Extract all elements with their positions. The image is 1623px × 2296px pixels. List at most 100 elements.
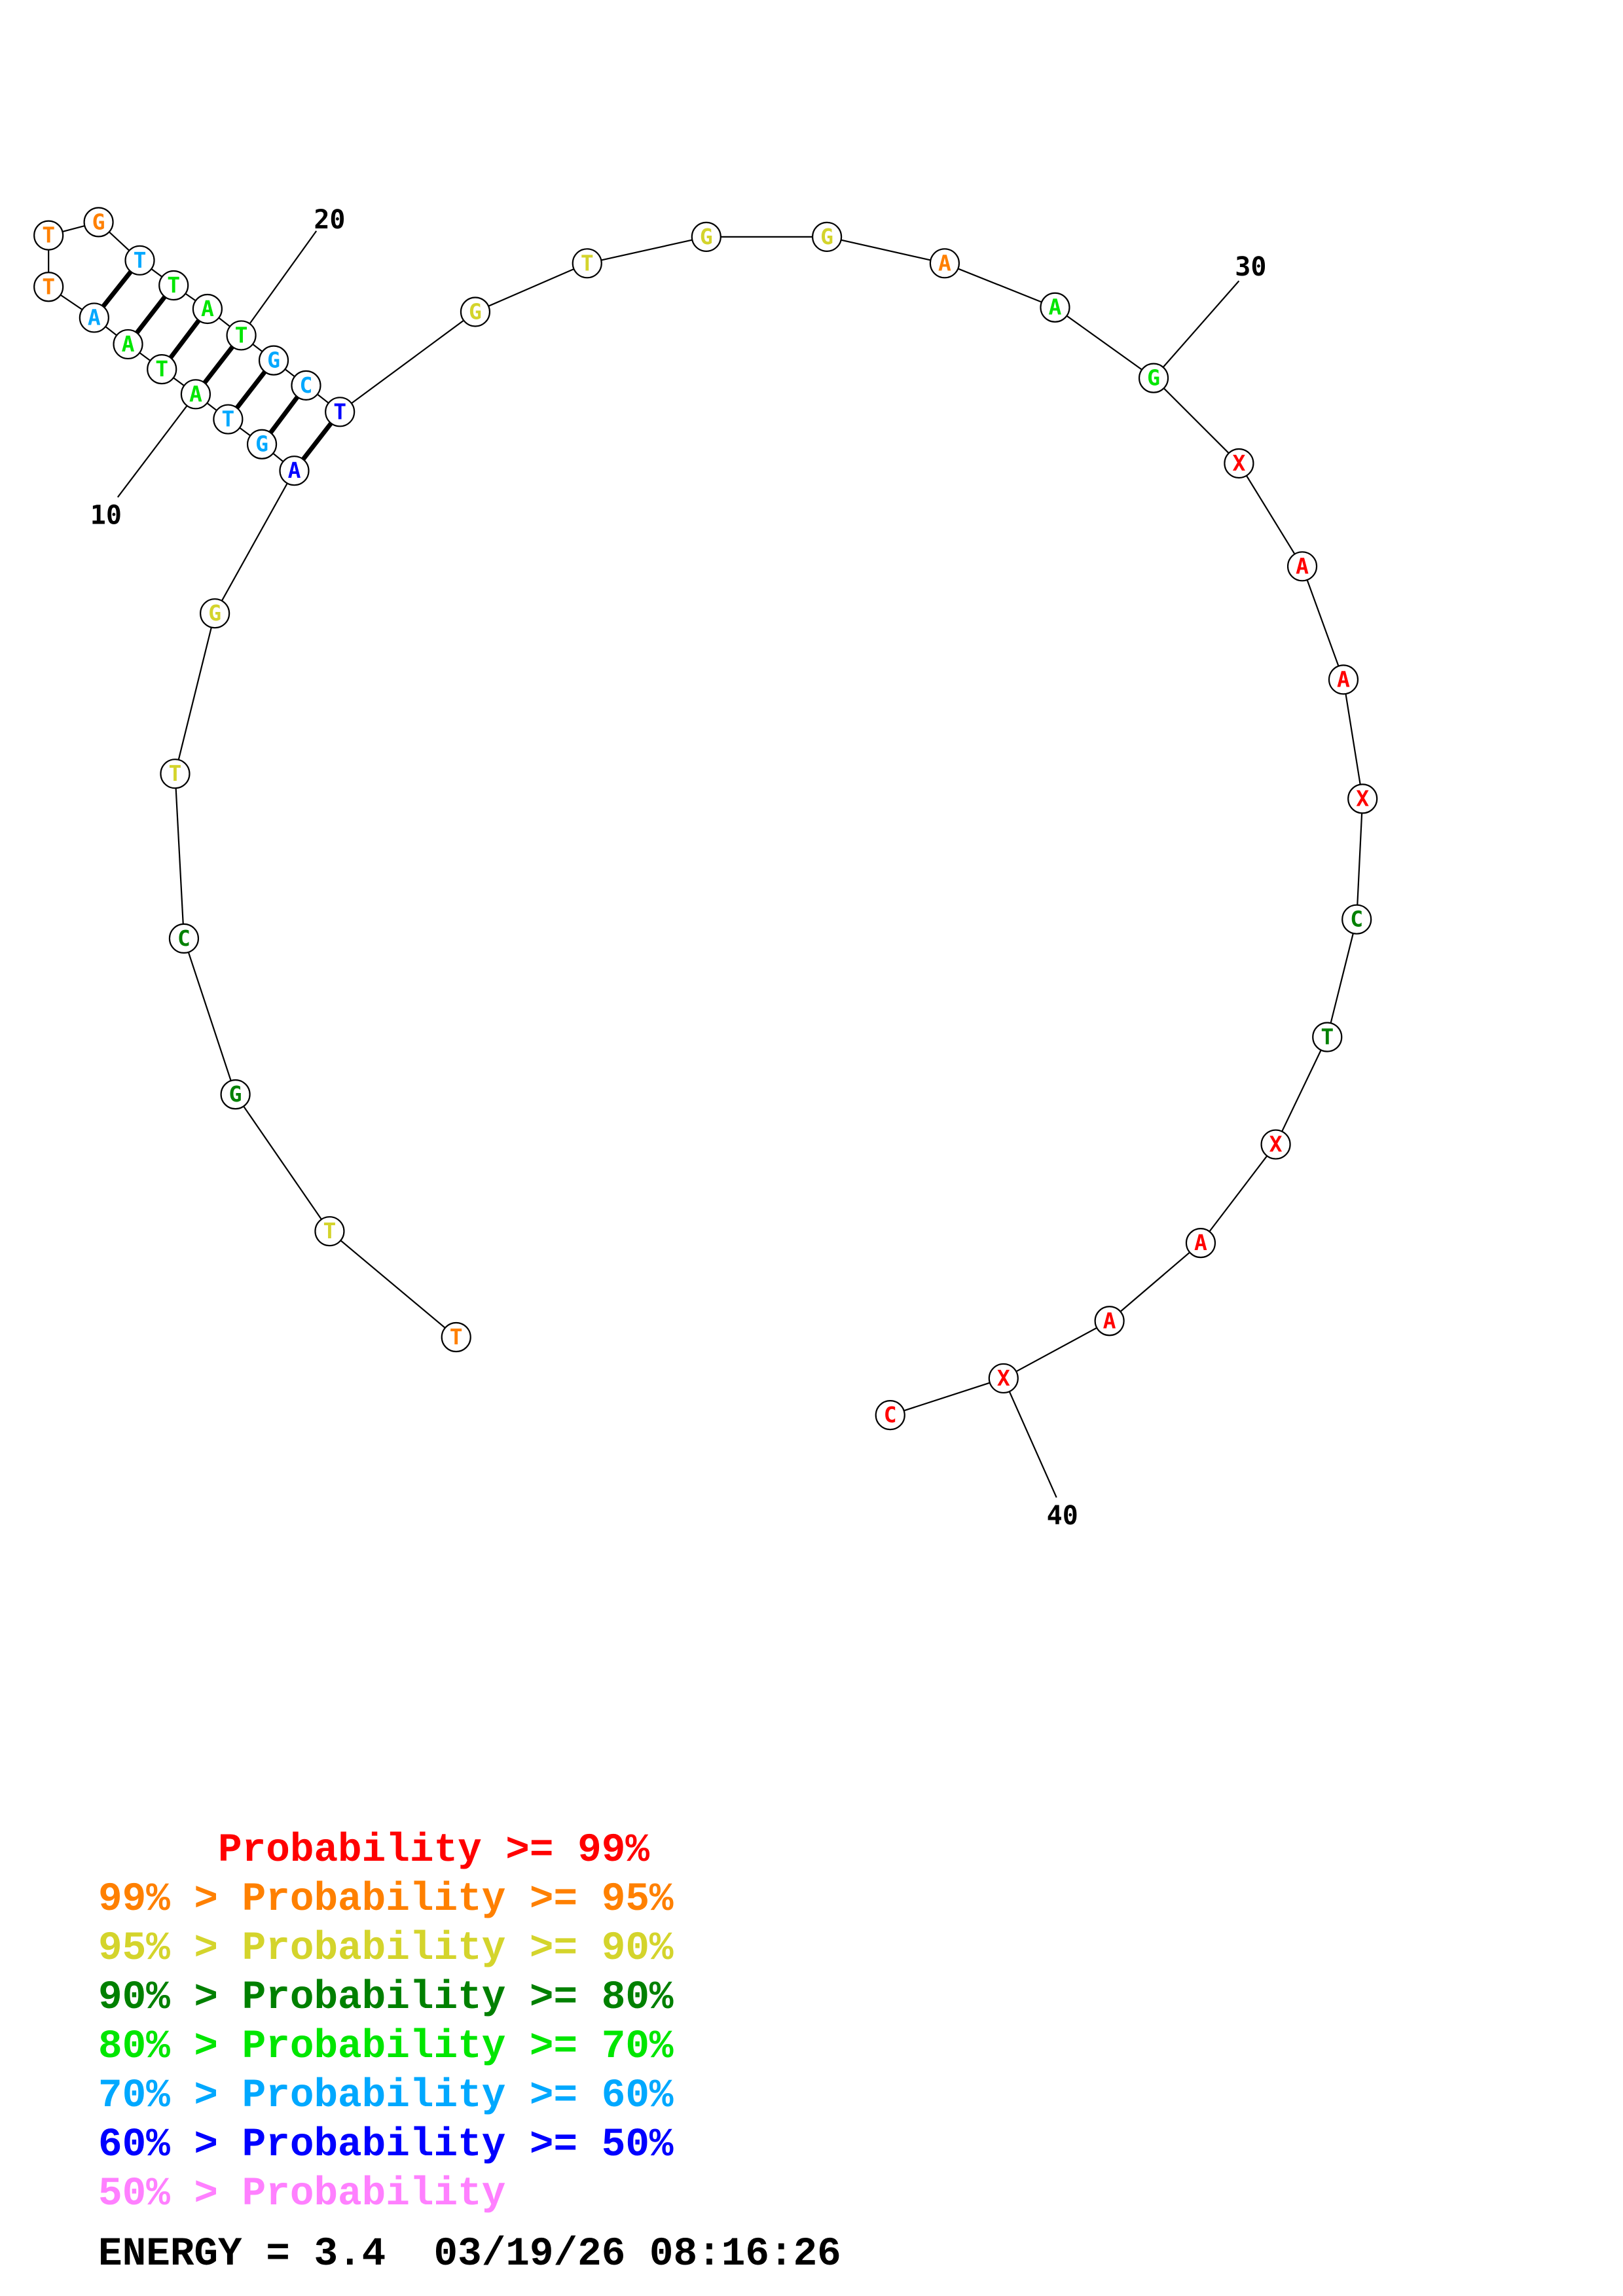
nucleotide-circle xyxy=(113,329,143,360)
backbone-link xyxy=(1153,377,1240,464)
backbone-link xyxy=(1200,1143,1277,1244)
nucleotide-39: A xyxy=(1094,1306,1125,1336)
backbone-link xyxy=(1342,679,1364,799)
energy-footer: ENERGY = 3.4 03/19/26 08:16:26 xyxy=(98,2232,841,2277)
nucleotide-29: A xyxy=(1040,292,1070,323)
nucleotide-base: G xyxy=(469,298,482,324)
nucleotide-base: X xyxy=(1269,1132,1283,1157)
backbone-link xyxy=(587,236,707,264)
nucleotide-26: G xyxy=(691,221,721,252)
backbone-link xyxy=(475,262,588,313)
nucleotide-circle xyxy=(192,293,223,325)
backbone-link xyxy=(214,470,295,614)
legend-row: 90% > Probability >= 80% xyxy=(98,1975,674,2020)
nucleotide-base: A xyxy=(288,457,301,483)
nucleotide-circle xyxy=(460,296,491,327)
nucleotide-31: X xyxy=(1224,448,1254,479)
nucleotide-base: T xyxy=(169,761,182,786)
nucleotide-circle xyxy=(1328,664,1359,695)
nucleotide-23: T xyxy=(325,397,356,427)
nucleotide-base: G xyxy=(820,224,833,249)
nucleotide-base: G xyxy=(255,431,268,457)
nucleotide-base: C xyxy=(884,1402,897,1427)
nucleotide-circle xyxy=(291,370,321,401)
legend-row: 60% > Probability >= 50% xyxy=(98,2123,674,2168)
nucleotide-24: G xyxy=(460,296,491,327)
nucleotide-circle xyxy=(168,923,200,954)
nucleotide-circle xyxy=(1347,783,1378,814)
backbone-link xyxy=(944,262,1055,308)
nucleotide-circle xyxy=(1224,448,1254,479)
nucleotide-circle xyxy=(160,759,191,789)
backbone xyxy=(48,221,1364,1416)
nucleotide-37: X xyxy=(1260,1129,1291,1160)
nucleotide-base: X xyxy=(1232,450,1245,476)
nucleotide-circle xyxy=(33,272,64,302)
nucleotide-circle xyxy=(226,320,257,351)
nucleotide-circle xyxy=(929,248,960,279)
nucleotide-base: T xyxy=(581,250,594,276)
nucleotide-base: G xyxy=(700,224,713,249)
nucleotide-base: T xyxy=(42,274,55,299)
legend-row: 99% > Probability >= 95% xyxy=(98,1877,674,1922)
base-pair-bonds xyxy=(92,259,342,473)
nucleotide-base: A xyxy=(122,331,135,357)
nucleotide-base: G xyxy=(1147,365,1160,391)
nucleotide-circle xyxy=(220,1079,251,1110)
nucleotide-circle xyxy=(246,429,278,459)
nucleotide-circle xyxy=(158,270,189,301)
nucleotide-circle xyxy=(988,1363,1019,1394)
backbone-link xyxy=(890,1377,1004,1416)
nucleotide-circle xyxy=(1312,1022,1343,1052)
nucleotide-33: A xyxy=(1328,664,1359,695)
nucleotide-base: T xyxy=(333,399,346,424)
nucleotide-base: A xyxy=(938,250,951,276)
position-label: 30 xyxy=(1235,252,1266,282)
position-tick xyxy=(117,393,196,498)
position-label: 20 xyxy=(314,205,345,235)
nucleotide-circle xyxy=(1185,1228,1216,1259)
backbone-link xyxy=(1326,919,1358,1037)
backbone-link xyxy=(1302,565,1345,680)
nucleotide-base: X xyxy=(997,1365,1010,1391)
nucleotide-5: T xyxy=(160,759,191,789)
nucleotide-base: T xyxy=(221,406,234,432)
nucleotide-base: C xyxy=(177,925,191,951)
backbone-link xyxy=(174,613,216,774)
nucleotide-16: G xyxy=(83,207,114,238)
position-tick xyxy=(240,230,318,336)
backbone-link xyxy=(1238,463,1303,567)
nucleotide-base: T xyxy=(42,223,55,248)
nucleotide-21: G xyxy=(258,345,289,376)
backbone-link xyxy=(826,236,945,264)
nucleotide-base: A xyxy=(1194,1230,1207,1255)
nucleotide-27: G xyxy=(811,221,843,252)
nucleotide-base: T xyxy=(167,272,180,298)
backbone-link xyxy=(1054,306,1154,379)
nucleotide-base: A xyxy=(1337,666,1350,692)
nucleotide-13: A xyxy=(79,302,109,333)
nucleotide-40: X xyxy=(988,1363,1019,1394)
nucleotide-10: A xyxy=(180,379,211,410)
nucleotide-30: G xyxy=(1138,363,1169,393)
nucleotide-base: T xyxy=(1321,1024,1334,1049)
nucleotide-32: A xyxy=(1286,551,1318,582)
legend-row: 95% > Probability >= 90% xyxy=(98,1926,674,1971)
nucleotide-25: T xyxy=(572,248,602,279)
nucleotide-8: G xyxy=(246,429,278,459)
nucleotide-circle xyxy=(875,1400,905,1431)
nucleotide-base: A xyxy=(88,304,101,330)
nucleotide-base: X xyxy=(1356,785,1369,811)
nucleotide-circle xyxy=(1094,1306,1125,1336)
nucleotide-36: T xyxy=(1312,1022,1343,1052)
nucleotide-28: A xyxy=(929,248,960,279)
nucleotide-12: A xyxy=(113,329,143,360)
nucleotide-base: T xyxy=(155,356,168,382)
nucleotide-circle xyxy=(572,248,602,279)
nucleotide-base: T xyxy=(134,247,147,273)
nucleotide-base: T xyxy=(235,322,248,348)
nucleotide-base: A xyxy=(189,381,202,406)
nucleotide-circle xyxy=(258,345,289,376)
